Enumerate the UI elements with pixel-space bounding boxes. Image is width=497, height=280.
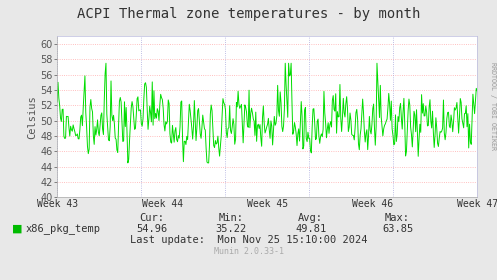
Text: Avg:: Avg:: [298, 213, 323, 223]
Text: Munin 2.0.33-1: Munin 2.0.33-1: [214, 248, 283, 256]
Text: 35.22: 35.22: [216, 224, 247, 234]
Text: Cur:: Cur:: [139, 213, 164, 223]
Y-axis label: Celsius: Celsius: [28, 95, 38, 139]
Text: Max:: Max:: [385, 213, 410, 223]
Text: Last update:  Mon Nov 25 15:10:00 2024: Last update: Mon Nov 25 15:10:00 2024: [130, 235, 367, 245]
Text: ■: ■: [12, 224, 23, 234]
Text: 49.81: 49.81: [295, 224, 326, 234]
Text: RRDTOOL / TOBI OETIKER: RRDTOOL / TOBI OETIKER: [490, 62, 496, 150]
Text: 63.85: 63.85: [382, 224, 413, 234]
Text: Min:: Min:: [219, 213, 244, 223]
Text: ACPI Thermal zone temperatures - by month: ACPI Thermal zone temperatures - by mont…: [77, 7, 420, 21]
Text: x86_pkg_temp: x86_pkg_temp: [26, 223, 101, 234]
Text: 54.96: 54.96: [136, 224, 167, 234]
